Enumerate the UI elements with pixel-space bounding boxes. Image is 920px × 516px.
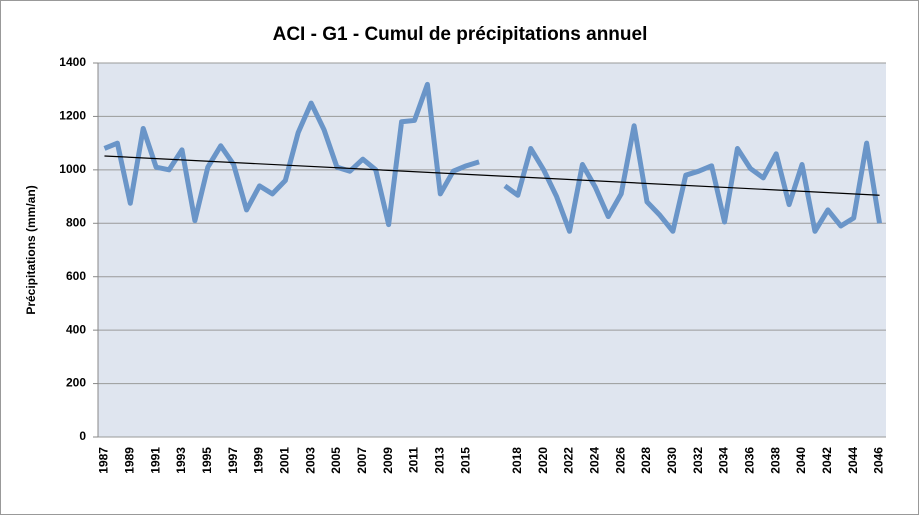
y-tick-label: 800	[66, 215, 86, 229]
x-tick-label: 2013	[432, 447, 446, 474]
x-tick-label: 2001	[277, 447, 291, 474]
x-tick-label: 1987	[97, 447, 111, 474]
x-tick-label: 1991	[148, 447, 162, 474]
x-tick-label: 2009	[381, 447, 395, 474]
y-tick-label: 200	[66, 376, 86, 390]
x-tick-label: 2044	[846, 447, 860, 474]
trendline	[104, 155, 880, 196]
x-tick-label: 2032	[691, 447, 705, 474]
data-line	[103, 81, 883, 234]
x-tick-label: 1989	[122, 447, 136, 474]
x-tick-label: 2011	[407, 447, 421, 473]
y-tick-label: 400	[66, 322, 86, 336]
x-tick-label: 1993	[174, 447, 188, 474]
y-tick-label: 1200	[59, 109, 86, 123]
x-tick-label: 2024	[588, 447, 602, 474]
x-tick-label: 1999	[252, 447, 266, 474]
x-tick-label: 2022	[562, 447, 576, 474]
y-tick-label: 0	[79, 429, 86, 443]
x-tick-label: 2003	[303, 447, 317, 474]
x-tick-label: 1997	[226, 447, 240, 474]
x-tick-label: 2038	[768, 447, 782, 474]
x-tick-label: 2046	[872, 447, 886, 474]
x-tick-label: 1995	[200, 447, 214, 474]
x-tick-label: 2007	[355, 447, 369, 474]
y-tick-label: 1400	[59, 55, 86, 69]
y-axis-label: Précipitations (mm/an)	[24, 185, 38, 314]
x-tick-label: 2026	[613, 447, 627, 474]
x-tick-label: 2040	[794, 447, 808, 474]
x-tick-label: 2005	[329, 447, 343, 474]
plot-area	[98, 63, 886, 437]
chart-title: ACI - G1 - Cumul de précipitations annue…	[273, 24, 648, 45]
x-tick-label: 2015	[458, 447, 472, 474]
y-tick-label: 600	[66, 269, 86, 283]
y-tick-label: 1000	[59, 162, 86, 176]
x-tick-label: 2034	[717, 447, 731, 474]
x-tick-label: 2020	[536, 447, 550, 474]
x-tick-label: 2018	[510, 447, 524, 474]
x-tick-label: 2042	[820, 447, 834, 474]
x-tick-label: 2028	[639, 447, 653, 474]
x-tick-label: 2036	[743, 447, 757, 474]
x-tick-label: 2030	[665, 447, 679, 474]
